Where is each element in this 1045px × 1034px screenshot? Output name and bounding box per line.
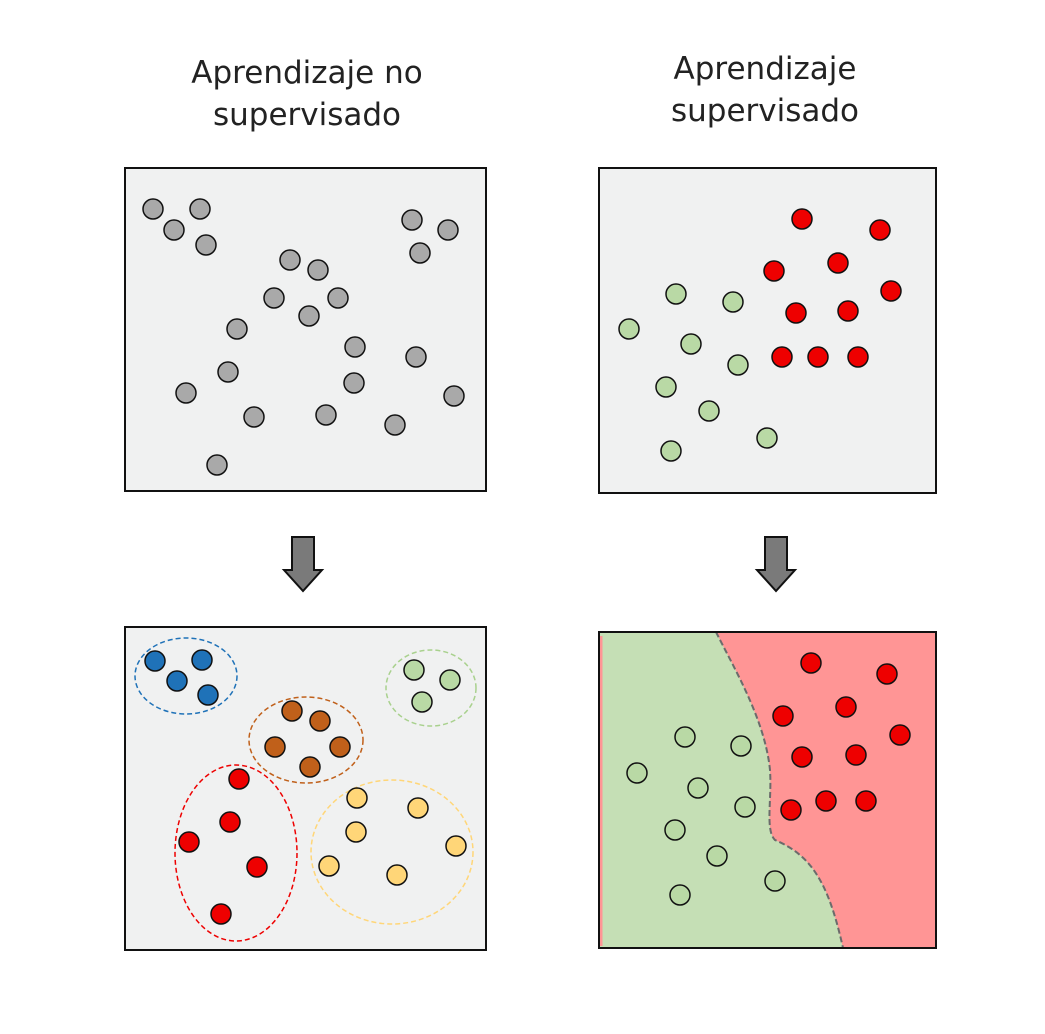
data-point-green [439, 669, 461, 691]
cluster-outline-green [385, 649, 477, 727]
panel-unsupervised-input [124, 167, 487, 492]
data-point-brown [264, 736, 286, 758]
data-point-red [845, 744, 867, 766]
data-point-gray [217, 361, 239, 383]
data-point-gray [344, 336, 366, 358]
data-point-gray [226, 318, 248, 340]
data-point-red [228, 768, 250, 790]
data-point-green [756, 427, 778, 449]
data-point-red [246, 856, 268, 878]
data-point-blue [191, 649, 213, 671]
cluster-outline-red [174, 764, 298, 942]
data-point-green [680, 333, 702, 355]
data-point-gray [243, 406, 265, 428]
panel-unsupervised-clusters [124, 626, 487, 951]
data-point-blue [166, 670, 188, 692]
data-point-green [734, 796, 756, 818]
data-point-red [219, 811, 241, 833]
data-point-gray [163, 219, 185, 241]
down-arrow-icon [281, 536, 325, 593]
data-point-red [855, 790, 877, 812]
data-point-brown [299, 756, 321, 778]
data-point-gray [315, 404, 337, 426]
data-point-gray [263, 287, 285, 309]
data-point-gray [437, 219, 459, 241]
data-point-brown [309, 710, 331, 732]
data-point-yellow [386, 864, 408, 886]
data-point-gray [189, 198, 211, 220]
data-point-green [664, 819, 686, 841]
data-point-gray [443, 385, 465, 407]
data-point-green [687, 777, 709, 799]
data-point-red [847, 346, 869, 368]
data-point-red [780, 799, 802, 821]
data-point-brown [329, 736, 351, 758]
data-point-green [655, 376, 677, 398]
data-point-green [403, 659, 425, 681]
down-arrow-icon [754, 536, 798, 593]
data-point-gray [409, 242, 431, 264]
data-point-green [669, 884, 691, 906]
data-point-red [889, 724, 911, 746]
green-region [599, 632, 843, 948]
cluster-outline-blue [134, 637, 238, 715]
data-point-red [837, 300, 859, 322]
data-point-red [815, 790, 837, 812]
data-point-green [665, 283, 687, 305]
panel-supervised-input [598, 167, 937, 494]
data-point-red [791, 746, 813, 768]
data-point-blue [197, 684, 219, 706]
cluster-outline-yellow [310, 779, 474, 925]
data-point-yellow [407, 797, 429, 819]
data-point-red [880, 280, 902, 302]
cluster-outline-brown [248, 696, 364, 784]
data-point-red [869, 219, 891, 241]
data-point-yellow [445, 835, 467, 857]
data-point-red [800, 652, 822, 674]
data-point-gray [401, 209, 423, 231]
data-point-red [763, 260, 785, 282]
data-point-red [876, 663, 898, 685]
data-point-gray [142, 198, 164, 220]
data-point-yellow [345, 821, 367, 843]
data-point-red [772, 705, 794, 727]
data-point-green [730, 735, 752, 757]
data-point-green [674, 726, 696, 748]
data-point-gray [405, 346, 427, 368]
data-point-red [835, 696, 857, 718]
data-point-red [807, 346, 829, 368]
data-point-red [210, 903, 232, 925]
data-point-gray [195, 234, 217, 256]
data-point-gray [384, 414, 406, 436]
title-unsupervised: Aprendizaje no supervisado [191, 55, 423, 133]
data-point-brown [281, 700, 303, 722]
data-point-gray [175, 382, 197, 404]
data-point-green [727, 354, 749, 376]
data-point-blue [144, 650, 166, 672]
data-point-green [698, 400, 720, 422]
data-point-gray [343, 372, 365, 394]
data-point-gray [327, 287, 349, 309]
data-point-green [411, 691, 433, 713]
data-point-gray [206, 454, 228, 476]
data-point-red [785, 302, 807, 324]
data-point-green [660, 440, 682, 462]
data-point-gray [279, 249, 301, 271]
data-point-green [618, 318, 640, 340]
data-point-red [771, 346, 793, 368]
panel-supervised-regions [598, 631, 937, 949]
title-supervised: Aprendizaje supervisado [670, 51, 860, 129]
data-point-green [706, 845, 728, 867]
data-point-red [791, 208, 813, 230]
data-point-green [626, 762, 648, 784]
data-point-gray [307, 259, 329, 281]
data-point-yellow [346, 787, 368, 809]
data-point-green [722, 291, 744, 313]
data-point-gray [298, 305, 320, 327]
data-point-red [178, 831, 200, 853]
data-point-yellow [318, 855, 340, 877]
data-point-red [827, 252, 849, 274]
data-point-green [764, 870, 786, 892]
